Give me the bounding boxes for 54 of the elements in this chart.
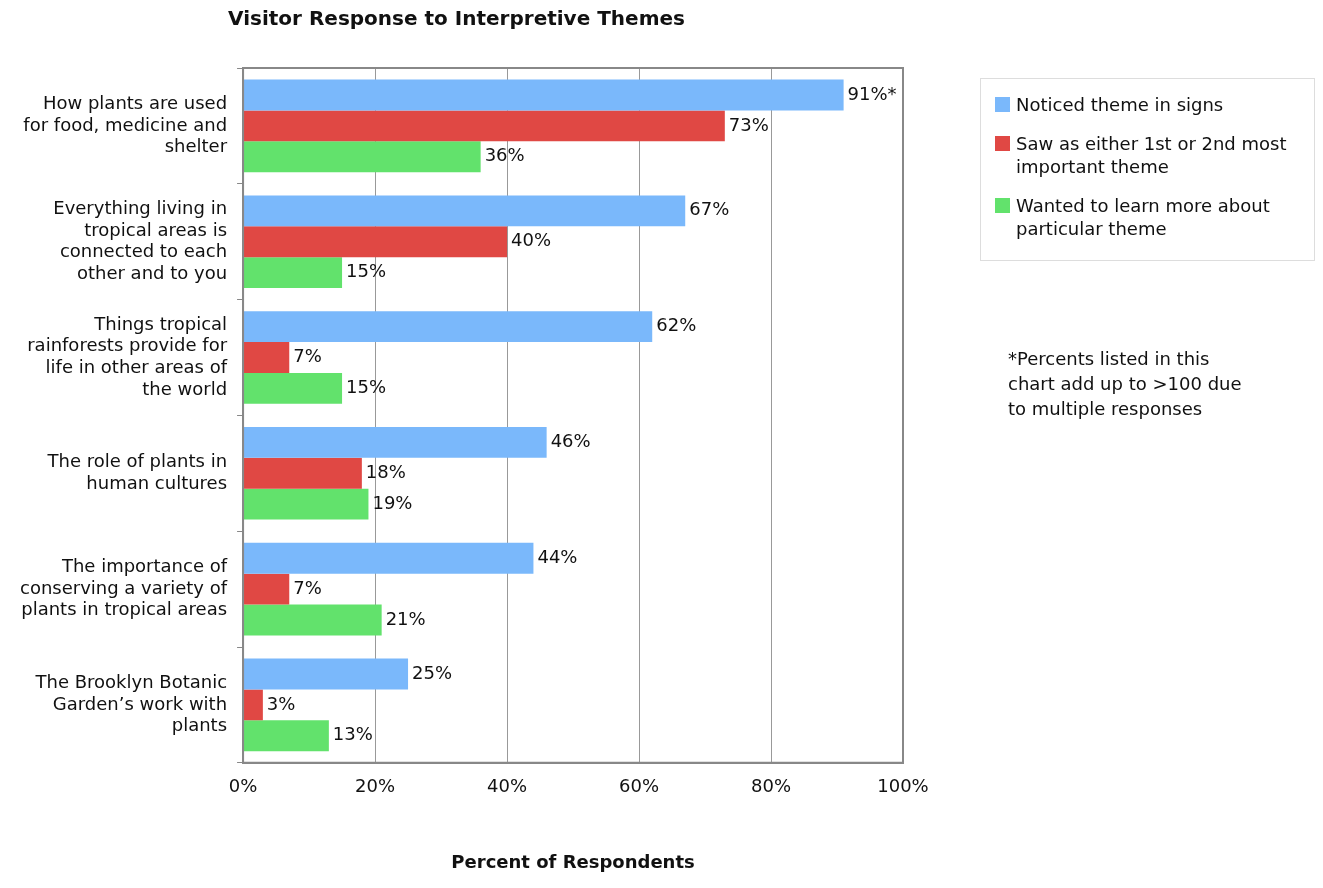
bar xyxy=(243,79,844,111)
chart-title: Visitor Response to Interpretive Themes xyxy=(228,6,685,31)
text: *Percents listed in this chart add up to >100 due to multiple responses xyxy=(1008,347,1243,421)
data-label: 19% xyxy=(372,491,413,513)
bar xyxy=(243,542,534,574)
bar xyxy=(243,457,362,489)
data-label: 36% xyxy=(484,144,525,166)
bar xyxy=(243,342,290,373)
bar xyxy=(243,311,653,343)
data-label: 91%* xyxy=(847,82,897,104)
data-label: 73% xyxy=(728,113,769,135)
bar xyxy=(243,604,382,636)
bar xyxy=(243,257,343,289)
data-label: 62% xyxy=(656,314,697,336)
data-label: 7% xyxy=(293,345,322,367)
bar xyxy=(243,720,329,752)
bar xyxy=(243,426,547,458)
bar xyxy=(243,110,725,142)
bar xyxy=(243,372,343,404)
data-label: 7% xyxy=(293,576,322,598)
y-tick-label: The importance of conserving a variety of plants in tropical areas xyxy=(19,555,228,620)
data-label: 3% xyxy=(266,692,296,714)
data-label: 25% xyxy=(412,661,453,683)
data-label: 18% xyxy=(365,460,406,482)
x-tick-label: 80% xyxy=(751,775,792,797)
y-tick-label: The role of plants in human cultures xyxy=(46,450,228,493)
y-tick-label: Things tropical rainforests provide for life in other areas of the world xyxy=(27,312,228,399)
legend-label: Saw as either 1st or 2nd most important theme xyxy=(1016,132,1288,178)
bar xyxy=(243,573,290,605)
y-tick-label: The Brooklyn Botanic Garden’s work with plants xyxy=(34,670,228,736)
bar xyxy=(243,226,508,258)
x-tick-label: 20% xyxy=(355,775,396,797)
bar xyxy=(243,689,263,721)
bar xyxy=(243,488,369,520)
bar xyxy=(243,658,409,690)
data-label: 44% xyxy=(537,545,578,567)
bar xyxy=(243,195,686,227)
bar xyxy=(243,141,481,173)
data-label: 40% xyxy=(511,229,552,251)
data-label: 21% xyxy=(385,607,426,629)
legend-label: Wanted to learn more about particular theme xyxy=(1016,194,1271,240)
legend-label: Noticed theme in signs xyxy=(1016,93,1224,116)
y-tick-label: Everything living in tropical areas is connected to each other and to you xyxy=(53,196,228,283)
data-label: 13% xyxy=(332,723,373,745)
data-label: 15% xyxy=(346,376,387,398)
data-label: 15% xyxy=(346,260,387,282)
data-label: 46% xyxy=(550,430,591,452)
y-tick-label: How plants are used for food, medicine and shelter xyxy=(23,91,228,157)
data-label: 67% xyxy=(689,198,730,220)
x-axis-title: Percent of Respondents xyxy=(451,850,695,872)
x-tick-label: 100% xyxy=(877,775,929,797)
x-tick-label: 60% xyxy=(619,775,660,797)
x-tick-label: 0% xyxy=(228,775,258,797)
x-tick-label: 40% xyxy=(487,775,528,797)
